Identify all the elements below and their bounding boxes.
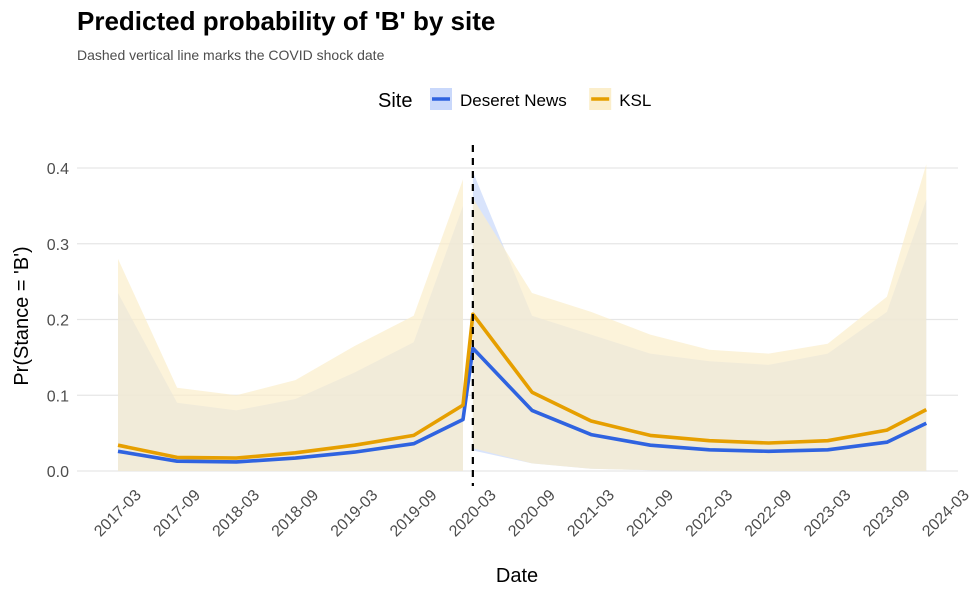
y-tick-label: 0.0	[47, 464, 69, 481]
x-tick-label: 2017-03	[91, 487, 145, 541]
legend: Site Deseret News KSL	[378, 88, 651, 112]
y-tick-label: 0.4	[47, 161, 69, 178]
ribbon-ksl	[472, 164, 927, 471]
x-tick-label: 2020-09	[505, 487, 559, 541]
ribbon-layer	[118, 164, 927, 472]
x-tick-label: 2023-03	[801, 487, 855, 541]
x-tick-label: 2019-09	[387, 487, 441, 541]
y-tick-label: 0.1	[47, 388, 69, 405]
x-tick-label: 2018-03	[210, 487, 264, 541]
x-tick-label: 2017-09	[150, 487, 204, 541]
y-axis-title: Pr(Stance = 'B')	[11, 246, 33, 385]
x-axis-title: Date	[496, 565, 538, 587]
x-tick-label: 2022-09	[742, 487, 796, 541]
ribbon-ksl	[118, 179, 463, 471]
x-tick-label: 2021-09	[624, 487, 678, 541]
x-tick-label: 2019-03	[328, 487, 382, 541]
y-tick-label: 0.3	[47, 237, 69, 254]
chart-title: Predicted probability of 'B' by site	[77, 6, 496, 36]
y-tick-label: 0.2	[47, 313, 69, 330]
line-deseret-news	[117, 346, 928, 464]
x-tick-label: 2023-09	[860, 487, 914, 541]
line-layer	[117, 312, 928, 464]
x-tick-label: 2021-03	[564, 487, 618, 541]
x-tick-label: 2022-03	[683, 487, 737, 541]
line-ksl	[117, 312, 928, 460]
legend-label: KSL	[619, 91, 651, 110]
x-tick-label: 2024-03	[919, 487, 970, 541]
legend-title: Site	[378, 90, 412, 112]
x-tick-label: 2020-03	[446, 487, 500, 541]
chart-subtitle: Dashed vertical line marks the COVID sho…	[77, 47, 385, 63]
x-tick-label: 2018-09	[269, 487, 323, 541]
legend-label: Deseret News	[460, 91, 567, 110]
